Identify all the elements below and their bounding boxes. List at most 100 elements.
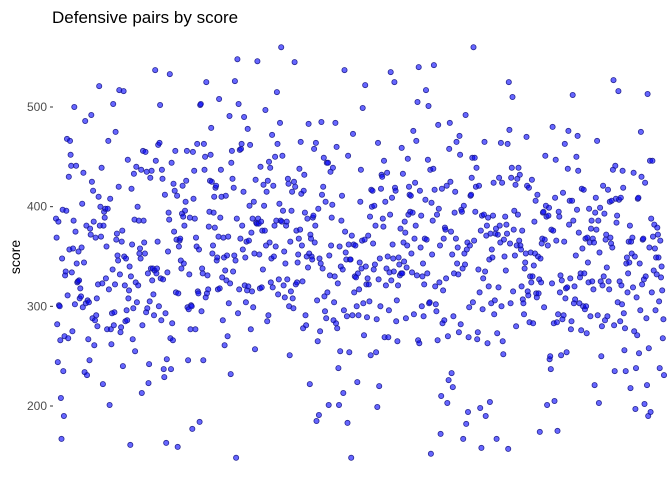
data-point: [369, 187, 376, 194]
data-point: [474, 329, 481, 336]
data-point: [430, 165, 437, 172]
data-point: [167, 366, 174, 373]
data-point: [609, 244, 616, 251]
data-point: [133, 299, 140, 306]
data-point: [430, 62, 437, 69]
data-point: [641, 400, 648, 407]
data-point: [631, 253, 638, 260]
data-point: [534, 191, 541, 198]
data-point: [171, 187, 178, 194]
data-point: [424, 270, 431, 277]
data-point: [78, 293, 85, 300]
data-point: [69, 328, 76, 335]
data-point: [619, 167, 626, 174]
data-point: [108, 341, 115, 348]
data-point: [588, 225, 595, 232]
data-point: [334, 280, 341, 287]
data-point: [451, 209, 458, 216]
data-point: [219, 274, 226, 281]
data-point: [127, 273, 134, 280]
data-point: [473, 164, 480, 171]
data-point: [292, 183, 299, 190]
data-point: [318, 191, 325, 198]
data-point: [365, 232, 372, 239]
data-point: [393, 297, 400, 304]
data-point: [630, 284, 637, 291]
data-point: [232, 257, 239, 264]
data-point: [86, 357, 93, 364]
data-point: [660, 316, 667, 323]
data-point: [326, 272, 333, 279]
data-point: [385, 307, 392, 314]
data-point: [220, 234, 227, 241]
data-point: [116, 271, 123, 278]
data-point: [466, 242, 473, 249]
data-point: [332, 320, 339, 327]
data-point: [396, 261, 403, 268]
data-point: [572, 296, 579, 303]
data-point: [216, 96, 223, 103]
data-point: [370, 266, 377, 273]
data-point: [393, 318, 400, 325]
data-point: [315, 205, 322, 212]
data-point: [652, 307, 659, 314]
data-point: [191, 167, 198, 174]
data-point: [560, 312, 567, 319]
data-point: [605, 186, 612, 193]
data-point: [654, 224, 661, 231]
data-point: [462, 112, 469, 119]
data-point: [276, 119, 283, 126]
data-point: [295, 251, 302, 258]
data-point: [112, 281, 119, 288]
data-point: [215, 233, 222, 240]
data-point: [422, 196, 429, 203]
data-point: [366, 213, 373, 220]
data-point: [221, 342, 228, 349]
data-point: [107, 195, 114, 202]
data-point: [194, 140, 201, 147]
data-point: [494, 330, 501, 337]
data-point: [542, 152, 549, 159]
data-point: [93, 295, 100, 302]
data-point: [67, 137, 74, 144]
data-point: [323, 315, 330, 322]
data-point: [584, 234, 591, 241]
data-point: [382, 282, 389, 289]
data-point: [403, 264, 410, 271]
data-point: [111, 309, 118, 316]
data-point: [374, 403, 381, 410]
data-point: [404, 242, 411, 249]
data-point: [245, 237, 252, 244]
data-point: [391, 79, 398, 86]
data-point: [502, 267, 509, 274]
data-point: [491, 297, 498, 304]
data-point: [594, 137, 601, 144]
data-point: [392, 187, 399, 194]
data-point: [475, 182, 482, 189]
data-point: [103, 243, 110, 250]
data-point: [77, 285, 84, 292]
data-point: [62, 268, 69, 275]
data-point: [54, 359, 61, 366]
data-point: [242, 254, 249, 261]
data-point: [261, 202, 268, 209]
data-point: [309, 256, 316, 263]
data-point: [328, 214, 335, 221]
data-point: [481, 138, 488, 145]
data-point: [256, 251, 263, 258]
data-point: [515, 164, 522, 171]
data-point: [469, 299, 476, 306]
data-point: [556, 289, 563, 296]
data-point: [115, 257, 122, 264]
data-point: [596, 249, 603, 256]
data-point: [417, 244, 424, 251]
data-point: [113, 236, 120, 243]
data-point: [285, 180, 292, 187]
data-point: [264, 177, 271, 184]
data-point: [320, 183, 327, 190]
data-point: [188, 303, 195, 310]
data-point: [503, 230, 510, 237]
data-point: [76, 277, 83, 284]
data-point: [580, 186, 587, 193]
data-point: [509, 94, 516, 101]
